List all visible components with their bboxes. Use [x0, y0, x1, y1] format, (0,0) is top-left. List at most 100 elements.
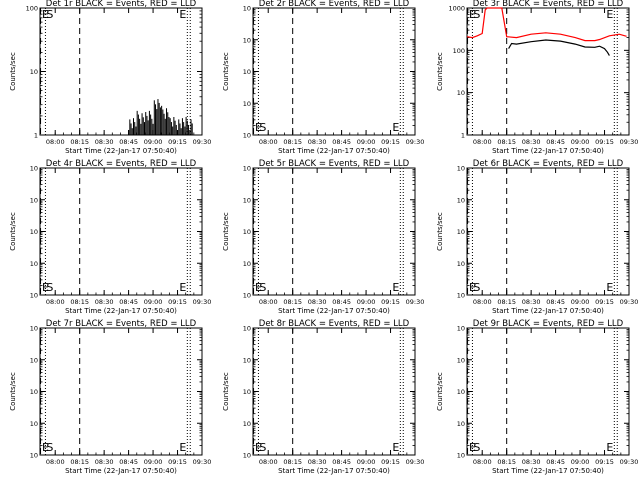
x-tick-label: 08:15	[70, 138, 89, 146]
plot-frame	[466, 327, 630, 456]
x-tick-label: 08:45	[546, 298, 565, 306]
x-axis-label: Start Time (22-Jan-17 07:50:40)	[492, 307, 604, 315]
x-tick-label: 09:00	[571, 298, 590, 306]
x-tick-label: 09:15	[595, 458, 614, 466]
x-tick-label: 08:00	[473, 138, 492, 146]
x-axis-label: Start Time (22-Jan-17 07:50:40)	[65, 147, 177, 155]
y-tick-label: 10	[457, 228, 465, 236]
panel-det-5r: Det 5r BLACK = Events, RED = LLD 10 10 10 10…	[222, 159, 424, 315]
plot-frame	[39, 7, 203, 136]
panel-title: Det 2r BLACK = Events, RED = LLD	[259, 0, 410, 9]
end-marker: E	[469, 281, 476, 294]
x-tick-label: 08:45	[332, 458, 351, 466]
x-tick-label: 08:45	[546, 458, 565, 466]
x-tick-label: 09:30	[193, 298, 212, 306]
x-tick-label: 09:00	[144, 298, 163, 306]
x-tick-label: 09:30	[406, 458, 425, 466]
x-tick-label: 09:00	[571, 458, 590, 466]
end-marker: E	[179, 8, 186, 21]
start-marker: S	[46, 441, 53, 454]
start-marker: S	[473, 8, 480, 21]
y-tick-label: 10	[243, 388, 251, 396]
y-tick-label: 10	[457, 325, 465, 333]
lld-series-line	[466, 7, 627, 42]
y-tick-label: 10	[30, 196, 38, 204]
x-tick-label: 09:15	[381, 138, 400, 146]
x-tick-label: 08:15	[497, 138, 516, 146]
x-tick-label: 09:15	[168, 458, 187, 466]
plot-frame	[39, 327, 203, 456]
y-tick-label: 10	[30, 452, 38, 460]
y-tick-label: 10	[30, 292, 38, 300]
y-tick-label: 10	[243, 196, 251, 204]
y-axis-label: Counts/sec	[436, 212, 444, 251]
x-tick-label: 08:45	[546, 138, 565, 146]
y-axis-label: Counts/sec	[9, 212, 17, 251]
panel-title: Det 4r BLACK = Events, RED = LLD	[46, 159, 197, 169]
x-tick-label: 08:15	[283, 458, 302, 466]
y-tick-label: 10	[243, 228, 251, 236]
end-marker: E	[469, 441, 476, 454]
y-tick-label: 10	[457, 89, 465, 97]
x-tick-label: 09:30	[406, 298, 425, 306]
panel-title: Det 1r BLACK = Events, RED = LLD	[46, 0, 197, 9]
y-tick-label: 10	[30, 388, 38, 396]
end-marker: E	[42, 8, 49, 21]
x-tick-label: 08:30	[308, 458, 327, 466]
start-marker: S	[259, 121, 266, 134]
start-marker: S	[259, 441, 266, 454]
y-tick-label: 10	[243, 292, 251, 300]
x-tick-label: 08:30	[308, 138, 327, 146]
x-tick-label: 09:00	[144, 138, 163, 146]
x-tick-label: 08:45	[332, 298, 351, 306]
x-tick-label: 08:15	[283, 298, 302, 306]
start-marker: S	[473, 441, 480, 454]
x-tick-label: 08:15	[70, 298, 89, 306]
panel-det-2r: Det 2r BLACK = Events, RED = LLD 10 10 10 10…	[222, 0, 424, 155]
x-tick-label: 08:30	[522, 298, 541, 306]
panel-title: Det 3r BLACK = Events, RED = LLD	[473, 0, 624, 9]
y-tick-label: 1000	[448, 5, 465, 13]
x-tick-label: 09:30	[406, 138, 425, 146]
y-tick-label: 10	[457, 420, 465, 428]
start-marker: S	[473, 281, 480, 294]
end-marker: E	[179, 281, 186, 294]
y-tick-label: 10	[30, 356, 38, 364]
y-tick-label: 10	[457, 356, 465, 364]
panel-title: Det 8r BLACK = Events, RED = LLD	[259, 319, 410, 329]
x-tick-label: 08:30	[308, 298, 327, 306]
panel-det-3r: Det 3r BLACK = Events, RED = LLD 1 10 100 10…	[436, 0, 638, 155]
x-tick-label: 09:00	[144, 458, 163, 466]
x-tick-label: 08:30	[95, 458, 114, 466]
x-tick-label: 09:15	[381, 298, 400, 306]
panel-det-6r: Det 6r BLACK = Events, RED = LLD 10 10 10 10…	[436, 159, 638, 315]
x-tick-label: 09:15	[595, 138, 614, 146]
panel-title: Det 9r BLACK = Events, RED = LLD	[473, 319, 624, 329]
x-tick-label: 08:00	[259, 138, 278, 146]
y-tick-label: 10	[243, 452, 251, 460]
x-tick-label: 08:00	[46, 298, 65, 306]
end-marker: E	[42, 441, 49, 454]
panel-title: Det 6r BLACK = Events, RED = LLD	[473, 159, 624, 169]
end-marker: E	[42, 281, 49, 294]
end-marker: E	[255, 121, 262, 134]
x-tick-label: 09:15	[168, 298, 187, 306]
x-tick-label: 09:00	[357, 298, 376, 306]
panel-title: Det 7r BLACK = Events, RED = LLD	[46, 319, 197, 329]
x-tick-label: 08:30	[95, 138, 114, 146]
plot-frame	[252, 327, 416, 456]
end-marker: E	[606, 441, 613, 454]
x-tick-label: 08:00	[473, 458, 492, 466]
panel-det-9r: Det 9r BLACK = Events, RED = LLD 10 10 10 10…	[436, 319, 638, 475]
x-tick-label: 08:45	[119, 138, 138, 146]
x-tick-label: 09:00	[571, 138, 590, 146]
y-axis-label: Counts/sec	[436, 52, 444, 91]
x-tick-label: 08:15	[497, 298, 516, 306]
y-tick-label: 1	[34, 132, 38, 140]
x-tick-label: 09:30	[620, 298, 639, 306]
x-tick-label: 08:00	[259, 298, 278, 306]
plot-frame	[252, 167, 416, 296]
end-marker: E	[606, 8, 613, 21]
y-tick-label: 10	[457, 452, 465, 460]
